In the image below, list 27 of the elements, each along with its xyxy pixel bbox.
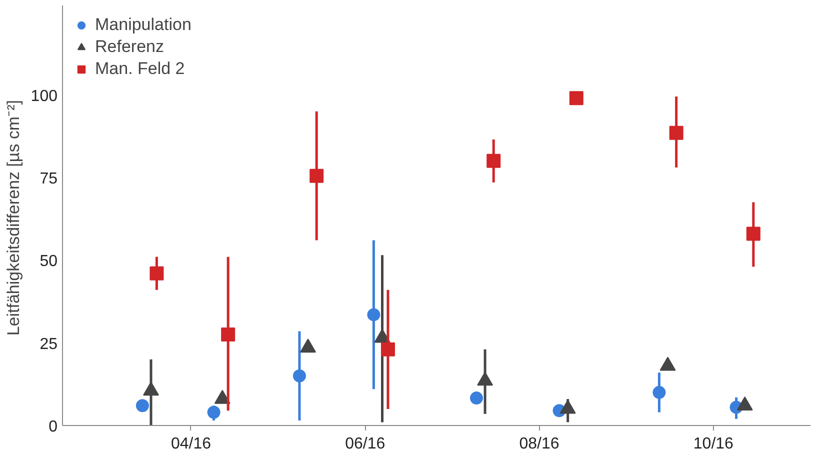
point — [150, 266, 164, 280]
point — [207, 406, 220, 419]
x-tick-label: 08/16 — [519, 436, 560, 452]
point — [380, 342, 395, 356]
point — [367, 308, 380, 322]
point — [669, 126, 684, 140]
point — [569, 91, 584, 106]
y-axis-title: Leitfähigkeitsdifferenz [µs cm⁻²] — [4, 100, 23, 336]
x-tick-label: 04/16 — [170, 436, 212, 452]
point — [221, 328, 236, 342]
y-tick-label: 75 — [40, 170, 58, 188]
x-tick-label: 10/16 — [693, 436, 734, 452]
y-tick-label: 100 — [30, 88, 58, 105]
point — [310, 168, 324, 183]
legend-label: Man. Feld 2 — [95, 59, 185, 79]
x-tick-label: 06/16 — [345, 436, 386, 452]
point — [470, 392, 483, 405]
y-tick-label: 0 — [48, 418, 58, 436]
point — [136, 399, 149, 412]
point — [486, 154, 501, 168]
y-tick-label: 50 — [40, 253, 58, 270]
y-tick-label: 25 — [40, 336, 58, 353]
legend-label: Manipulation — [95, 15, 192, 35]
point — [652, 386, 666, 399]
point — [292, 369, 306, 382]
point — [746, 226, 760, 241]
legend-label: Referenz — [95, 37, 164, 57]
